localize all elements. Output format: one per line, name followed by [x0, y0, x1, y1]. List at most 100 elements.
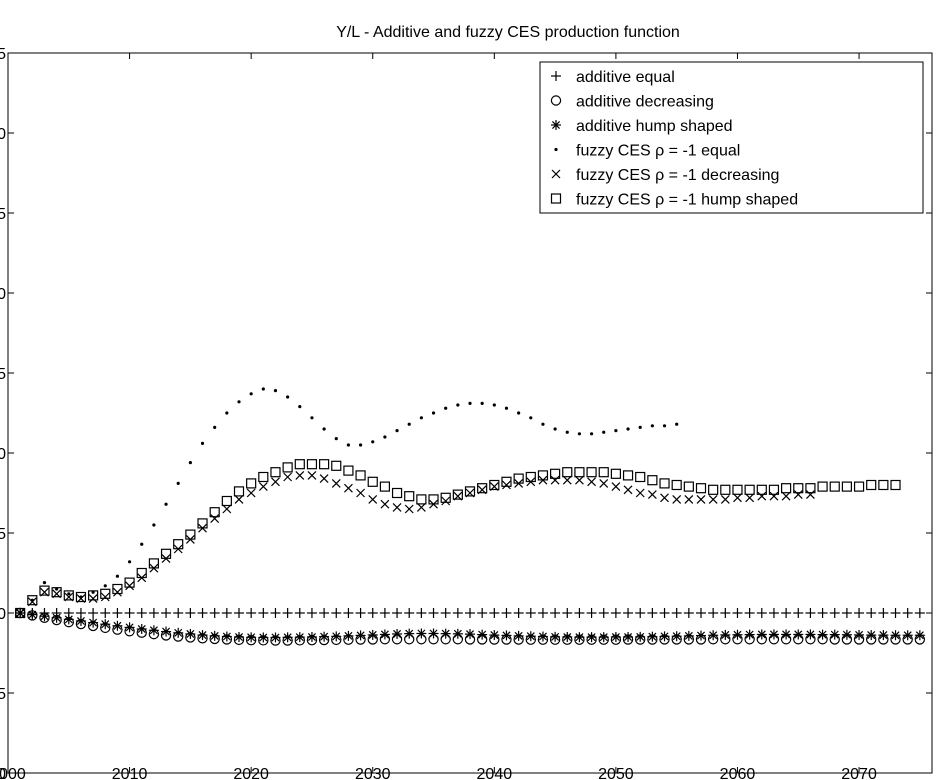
- legend-label: additive hump shaped: [576, 118, 733, 135]
- legend: additive equal additive decreasing additiv…: [539, 61, 924, 214]
- data-point: [562, 467, 573, 478]
- y-tick-label: 110: [0, 446, 6, 463]
- data-point: [431, 411, 436, 415]
- data-point: [197, 518, 208, 529]
- data-point: [452, 608, 463, 618]
- data-point: [197, 608, 208, 618]
- data-point: [307, 470, 317, 480]
- data-point: [720, 484, 731, 495]
- data-point: [246, 488, 256, 498]
- data-point: [598, 467, 609, 478]
- data-point: [100, 619, 111, 630]
- data-point: [480, 401, 484, 405]
- data-point: [176, 481, 180, 485]
- data-point: [391, 487, 403, 499]
- legend-label: additive decreasing: [576, 94, 714, 111]
- series-0: [15, 608, 925, 618]
- data-point: [659, 631, 670, 642]
- data-point: [428, 494, 439, 505]
- data-point: [331, 460, 342, 471]
- data-point: [659, 478, 670, 489]
- y-tick-label: 125: [0, 206, 6, 223]
- series-5: [15, 459, 901, 619]
- data-point: [100, 592, 110, 602]
- data-point: [525, 471, 536, 483]
- data-point: [537, 631, 548, 642]
- data-point: [890, 630, 901, 641]
- data-point: [148, 558, 159, 569]
- data-point: [294, 632, 305, 643]
- data-point: [355, 470, 366, 481]
- data-point: [732, 608, 743, 618]
- data-point: [805, 490, 815, 500]
- data-point: [456, 403, 460, 407]
- data-point: [392, 502, 402, 512]
- data-point: [39, 611, 50, 622]
- data-point: [452, 489, 463, 500]
- data-point: [550, 468, 561, 479]
- data-point: [452, 628, 463, 639]
- data-point: [286, 395, 290, 399]
- data-point: [501, 608, 512, 618]
- data-point: [261, 387, 265, 391]
- data-point: [161, 608, 172, 618]
- x-tick-label: 2040: [477, 766, 513, 780]
- axis-ticks: 90 95 100 105 110 115 120 125 130 135 2000 2010 2020…: [0, 46, 932, 780]
- legend-marker: [551, 120, 561, 130]
- data-point: [88, 594, 98, 604]
- data-point: [225, 411, 229, 415]
- legend-box: [539, 61, 924, 214]
- data-point: [537, 608, 548, 618]
- data-point: [331, 478, 341, 488]
- data-point: [638, 425, 642, 429]
- data-point: [565, 430, 569, 434]
- data-point: [817, 608, 828, 618]
- data-point: [525, 631, 536, 642]
- data-point: [343, 483, 353, 493]
- data-point: [343, 465, 354, 476]
- data-point: [319, 631, 330, 642]
- data-point: [379, 481, 390, 492]
- data-point: [185, 529, 196, 540]
- data-point: [501, 630, 512, 641]
- data-point: [465, 629, 475, 640]
- data-point: [379, 608, 390, 618]
- data-point: [647, 475, 658, 486]
- y-tick-label: 130: [0, 126, 6, 143]
- data-point: [477, 483, 488, 494]
- data-point: [258, 608, 269, 618]
- data-point: [367, 608, 378, 618]
- data-point: [745, 493, 755, 503]
- data-point: [310, 416, 314, 420]
- data-point: [529, 416, 533, 420]
- data-point: [756, 484, 767, 495]
- data-point: [173, 539, 184, 550]
- data-point: [671, 479, 682, 491]
- data-point: [517, 411, 521, 415]
- data-point: [635, 488, 645, 498]
- data-point: [537, 470, 549, 481]
- y-tick-label: 95: [0, 686, 6, 703]
- data-point: [610, 608, 621, 618]
- y-tick-label: 115: [0, 366, 6, 383]
- data-point: [513, 608, 524, 618]
- data-point: [757, 491, 767, 501]
- data-point: [15, 607, 26, 619]
- data-point: [270, 608, 281, 618]
- data-point: [115, 574, 120, 578]
- data-point: [246, 632, 257, 643]
- data-point: [440, 628, 451, 639]
- data-point: [392, 628, 403, 639]
- data-point: [100, 608, 111, 618]
- data-point: [283, 472, 293, 482]
- data-point: [647, 631, 658, 642]
- data-point: [623, 485, 633, 495]
- data-point: [602, 430, 606, 434]
- data-point: [233, 486, 245, 497]
- data-point: [610, 632, 621, 642]
- data-point: [185, 608, 196, 618]
- data-point: [477, 608, 488, 618]
- data-point: [662, 424, 667, 428]
- data-point: [781, 608, 792, 618]
- data-point: [756, 629, 767, 640]
